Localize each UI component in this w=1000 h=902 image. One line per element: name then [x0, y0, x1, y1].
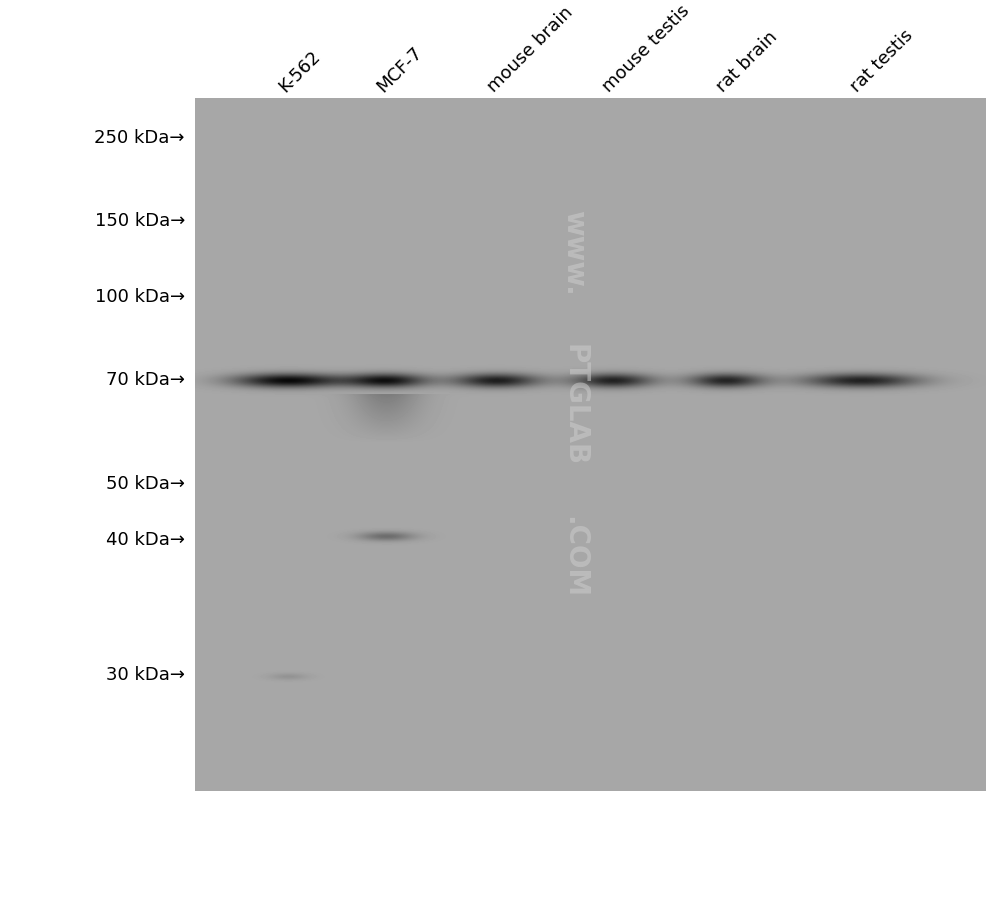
Text: mouse brain: mouse brain: [484, 4, 577, 96]
Text: 150 kDa→: 150 kDa→: [95, 212, 185, 230]
Text: K-562: K-562: [275, 47, 324, 96]
Text: 100 kDa→: 100 kDa→: [95, 288, 185, 306]
Text: www.: www.: [560, 209, 588, 295]
Text: 70 kDa→: 70 kDa→: [106, 371, 185, 389]
Text: PTGLAB: PTGLAB: [560, 344, 588, 465]
Text: 50 kDa→: 50 kDa→: [106, 474, 185, 492]
Text: 40 kDa→: 40 kDa→: [106, 530, 185, 548]
Text: 30 kDa→: 30 kDa→: [106, 665, 185, 683]
Text: MCF-7: MCF-7: [373, 43, 426, 96]
Text: rat brain: rat brain: [713, 28, 781, 96]
Text: rat testis: rat testis: [847, 26, 917, 96]
Text: 250 kDa→: 250 kDa→: [94, 129, 185, 147]
Text: .COM: .COM: [560, 515, 588, 597]
Text: mouse testis: mouse testis: [599, 2, 694, 96]
